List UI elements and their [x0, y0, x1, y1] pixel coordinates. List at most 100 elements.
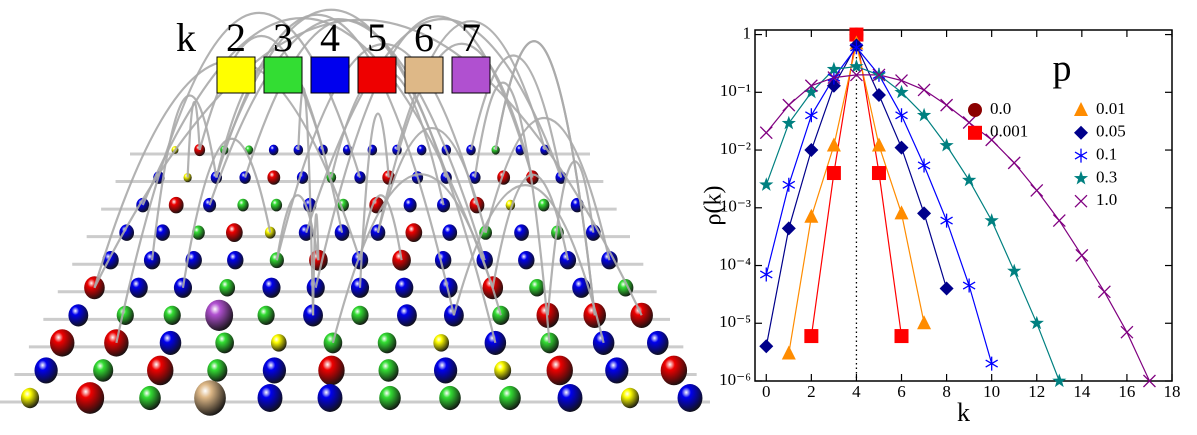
sphere — [434, 357, 457, 383]
sphere — [371, 224, 386, 240]
k-legend-label: 6 — [414, 15, 434, 60]
y-tick-label: 10⁻⁵ — [719, 312, 751, 331]
sphere — [21, 388, 39, 408]
sphere — [117, 306, 134, 325]
sphere — [227, 251, 243, 269]
k-legend-label: 4 — [320, 15, 340, 60]
data-point — [760, 267, 772, 281]
data-point — [872, 166, 886, 180]
sphere — [538, 199, 549, 212]
sphere — [93, 359, 113, 382]
data-point — [1007, 264, 1021, 278]
data-point — [940, 138, 954, 152]
data-point — [1121, 326, 1133, 338]
data-point — [804, 209, 818, 223]
data-point — [895, 205, 909, 219]
sphere — [258, 306, 275, 325]
y-axis-label: ρ(k) — [701, 186, 727, 226]
sphere — [215, 332, 234, 353]
sphere — [76, 382, 104, 414]
sphere — [147, 356, 173, 386]
sphere — [50, 329, 74, 356]
sphere — [529, 279, 545, 297]
k-legend-swatch — [405, 57, 443, 93]
sphere — [263, 357, 286, 383]
data-point — [804, 329, 818, 343]
k-legend-swatch — [264, 57, 302, 93]
sphere — [160, 331, 182, 355]
sphere — [417, 145, 427, 156]
sphere — [226, 223, 243, 242]
data-point — [963, 279, 975, 293]
sphere — [34, 357, 57, 383]
sphere — [207, 359, 227, 382]
sphere — [318, 356, 344, 386]
legend-marker — [1075, 195, 1087, 207]
sphere — [514, 224, 529, 240]
sphere — [439, 386, 461, 410]
data-point — [1052, 374, 1066, 388]
y-tick-label: 10⁻⁴ — [719, 254, 751, 273]
sphere — [547, 356, 573, 386]
legend-label: 0.3 — [1096, 167, 1117, 186]
sphere — [164, 306, 181, 325]
data-point — [759, 177, 773, 191]
data-point — [759, 339, 773, 353]
data-point — [872, 88, 886, 102]
data-point — [986, 357, 998, 371]
sphere — [271, 334, 287, 352]
data-point — [896, 75, 908, 87]
sphere — [169, 197, 184, 214]
sphere — [239, 171, 250, 184]
sphere — [130, 278, 148, 298]
sphere — [518, 251, 534, 269]
data-point — [1030, 316, 1044, 330]
data-point — [783, 99, 795, 111]
legend-marker — [1074, 171, 1088, 185]
sphere — [155, 224, 170, 240]
data-point — [782, 221, 796, 235]
sphere — [271, 199, 282, 212]
legend-marker — [968, 126, 982, 140]
sphere — [219, 279, 235, 297]
page: {"lattice_legend": {"title": "k", "items… — [0, 0, 1197, 435]
data-point — [1053, 215, 1065, 227]
y-tick-label: 10⁻¹ — [720, 81, 751, 100]
sphere — [262, 278, 280, 298]
data-point — [782, 345, 796, 359]
data-point — [894, 85, 908, 99]
data-point — [1098, 286, 1110, 298]
data-point — [760, 127, 772, 139]
data-point — [940, 282, 954, 296]
data-point — [895, 329, 909, 343]
figure: k 234567 024681012141618110⁻¹10⁻²10⁻³10⁻… — [0, 0, 1197, 435]
sphere — [558, 384, 583, 412]
sphere — [194, 380, 226, 416]
k-legend-swatch — [358, 57, 396, 93]
sphere — [68, 304, 88, 326]
k-legend-swatch — [217, 57, 255, 93]
legend-label: 0.01 — [1096, 99, 1126, 118]
lattice-link — [496, 41, 595, 315]
k-legend-label: 2 — [226, 15, 246, 60]
sphere — [237, 199, 248, 212]
legend-marker — [1074, 126, 1088, 140]
x-tick-label: 6 — [897, 382, 906, 401]
sphere — [647, 331, 669, 355]
data-point — [896, 108, 908, 122]
legend-label: 0.1 — [1096, 145, 1117, 164]
data-point — [895, 141, 909, 155]
data-point — [827, 166, 841, 180]
x-tick-label: 8 — [942, 382, 951, 401]
data-point — [804, 143, 818, 157]
y-tick-label: 10⁻² — [720, 139, 751, 158]
sphere — [307, 278, 325, 298]
sphere — [335, 224, 350, 240]
sphere — [499, 386, 521, 410]
data-point — [783, 178, 795, 192]
k-legend-label: 7 — [461, 15, 481, 60]
x-tick-label: 10 — [983, 382, 1000, 401]
x-tick-label: 0 — [762, 382, 771, 401]
x-tick-label: 16 — [1118, 382, 1135, 401]
